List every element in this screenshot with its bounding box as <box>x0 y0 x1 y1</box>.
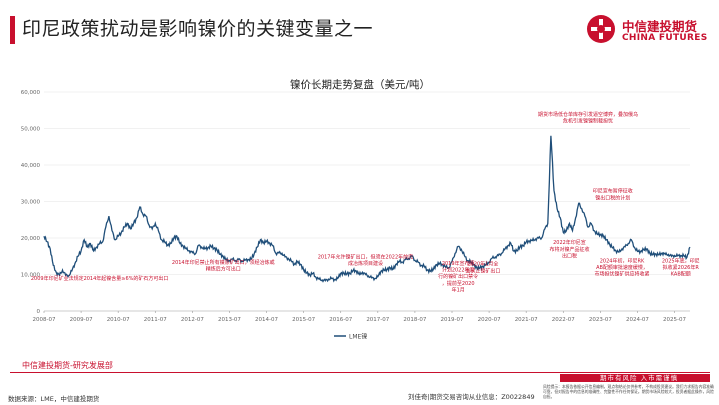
y-tick-label: 40,000 <box>21 163 41 169</box>
department-label: 中信建投期货-研究发展部 <box>22 361 113 370</box>
annotation-text: 2020年1月全面禁止镍矿出口 <box>465 261 500 275</box>
annotation-text: 2025年底，印尼拟收紧2026年R KAB配额 <box>662 257 700 277</box>
x-tick-label: 2008-07 <box>33 317 56 323</box>
x-tick-label: 2014-07 <box>255 317 278 323</box>
logo-english-name: CHINA FUTURES <box>622 33 708 43</box>
series-line-lme-nickel <box>43 135 691 283</box>
x-tick-label: 2018-07 <box>403 317 426 323</box>
annotation: 期货市场低仓单库存引发逼空博弈，叠加俄乌危机引发镍镍制裁担忧 <box>538 111 638 125</box>
annotation: 印尼宣布暂停征收镍出口税的计划 <box>593 188 633 202</box>
x-tick-label: 2019-07 <box>441 317 464 323</box>
annotation: 2024年初，印尼RK AB配额审批速度缓慢，市场担忧镍矿供应将收紧 <box>594 257 649 277</box>
y-tick-label: 20,000 <box>21 236 41 242</box>
x-tick-label: 2023-07 <box>589 317 612 323</box>
x-tick-label: 2013-07 <box>218 317 241 323</box>
annotation-text: 2022年印尼宣布将对镍产品征收出口税 <box>549 239 589 259</box>
page-title: 印尼政策扰动是影响镍价的关键变量之一 <box>22 18 374 40</box>
company-logo: 中信建投期货 CHINA FUTURES <box>586 14 708 50</box>
y-tick-label: 50,000 <box>21 127 41 133</box>
y-tick-label: 60,000 <box>21 90 41 96</box>
legend: LME镍 <box>334 333 367 341</box>
x-tick-label: 2017-07 <box>366 317 389 323</box>
footer-divider <box>10 372 710 373</box>
x-tick-label: 2020-07 <box>478 317 501 323</box>
legend-label: LME镍 <box>349 333 367 341</box>
y-tick-label: 30,000 <box>21 200 41 206</box>
x-tick-label: 2016-07 <box>329 317 352 323</box>
data-source: 数据来源：LME，中信建投期货 <box>8 395 100 403</box>
annotation: 2025年底，印尼拟收紧2026年R KAB配额 <box>662 257 700 277</box>
logo-chinese-name: 中信建投期货 <box>622 19 698 34</box>
annotation: 2022年印尼宣布将对镍产品征收出口税 <box>549 239 589 259</box>
x-tick-label: 2015-07 <box>292 317 315 323</box>
x-tick-label: 2009-07 <box>70 317 93 323</box>
annotation: 2014年印尼禁止所有镍原矿出口，须经冶炼或精炼后方可出口 <box>172 259 275 273</box>
annotation: 2009年印尼矿业法规定2014年起镍含量≥6%的矿石方可出口 <box>31 275 169 282</box>
citic-logo-icon <box>587 15 615 43</box>
annotation-text: 2024年初，印尼RK AB配额审批速度缓慢，市场担忧镍矿供应将收紧 <box>594 257 649 277</box>
annotations: 2009年印尼矿业法规定2014年起镍含量≥6%的矿石方可出口2014年印尼禁止… <box>31 111 700 293</box>
x-tick-label: 2025-07 <box>663 317 686 323</box>
y-tick-label: 0 <box>37 309 41 315</box>
annotation-text: 印尼宣布暂停征收镍出口税的计划 <box>593 188 633 202</box>
risk-banner <box>560 374 710 382</box>
x-tick-label: 2024-07 <box>626 317 649 323</box>
x-tick-label: 2012-07 <box>181 317 204 323</box>
annotation-text: 期货市场低仓单库存引发逼空博弈，叠加俄乌危机引发镍镍制裁担忧 <box>538 111 638 125</box>
y-tick-label: 10,000 <box>21 273 41 279</box>
x-tick-label: 2022-07 <box>552 317 575 323</box>
axes: 0 10,000 20,000 30,000 40,000 50,000 60,000 200… <box>21 90 687 323</box>
title-accent-bar <box>10 16 15 44</box>
disclaimer-text: 风险提示：本报告依据公开信息编制，观点和结论仅供参考，不构成投资建议。我们力求报… <box>543 384 714 399</box>
grid-lines <box>44 91 690 312</box>
risk-notice: 期市有风险 入市需谨慎 <box>600 374 679 382</box>
annotation-text: 2017年允许镍矿出口，但须在2022年前完成冶炼项目建设 <box>318 253 413 267</box>
annotation-text: 2019年宣布原计划2022年实行的镍矿出口禁令，提前至2020 年1月 <box>438 260 478 293</box>
annotation: 2019年宣布原计划2022年实行的镍矿出口禁令，提前至2020 年1月 <box>438 260 478 293</box>
annotation: 2017年允许镍矿出口，但须在2022年前完成冶炼项目建设 <box>318 253 413 267</box>
annotation-text: 2014年印尼禁止所有镍原矿出口，须经冶炼或精炼后方可出口 <box>172 259 275 273</box>
analyst-license: 刘佳奇|期货交易咨询从业信息：Z0022849 <box>408 393 535 401</box>
annotation-text: 2009年印尼矿业法规定2014年起镍含量≥6%的矿石方可出口 <box>31 275 169 282</box>
x-tick-label: 2011-07 <box>144 317 167 323</box>
x-tick-label: 2010-07 <box>107 317 130 323</box>
chart-title: 镍价长期走势复盘（美元/吨） <box>290 78 430 91</box>
x-tick-label: 2021-07 <box>515 317 538 323</box>
annotation: 2020年1月全面禁止镍矿出口 <box>465 261 500 275</box>
